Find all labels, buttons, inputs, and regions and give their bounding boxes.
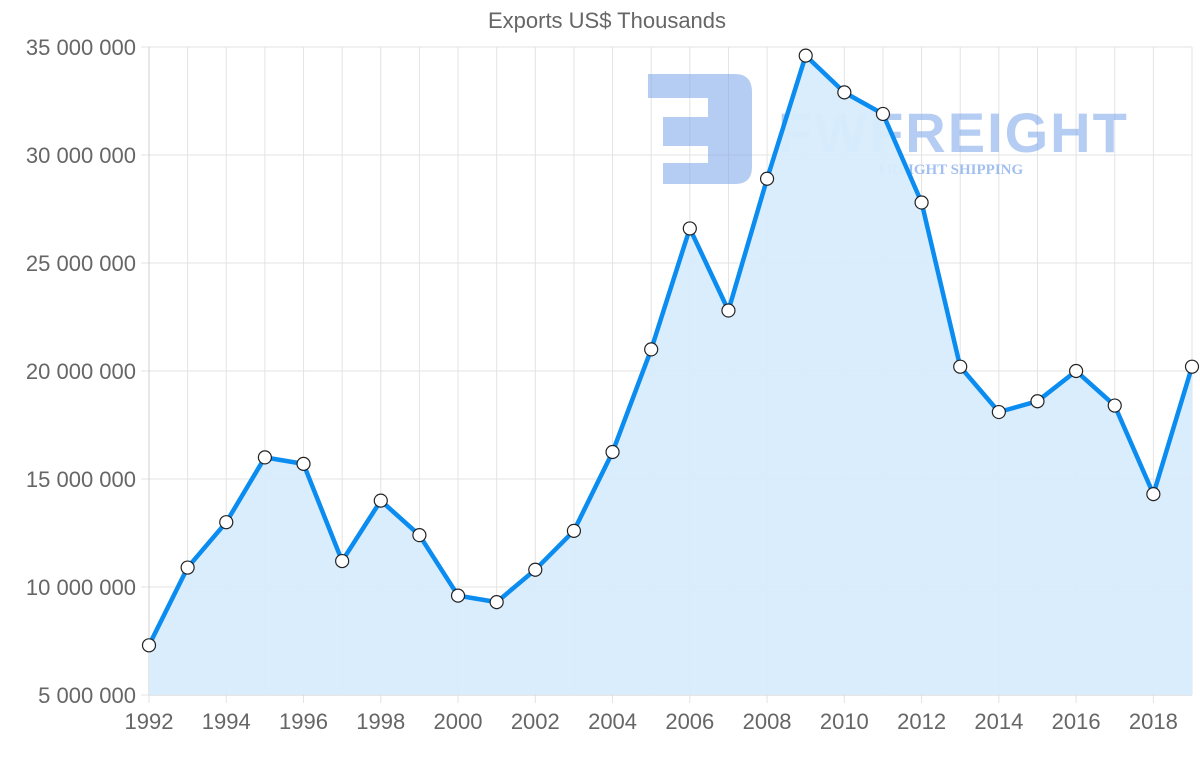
- logo-icon: [648, 74, 752, 184]
- data-point[interactable]: [450, 588, 466, 603]
- x-tick-label: 1996: [279, 709, 328, 734]
- data-point[interactable]: [682, 221, 697, 236]
- x-tick-label: 2012: [897, 709, 946, 734]
- data-point[interactable]: [1184, 359, 1200, 374]
- watermark-tagline: FREIGHT SHIPPING: [878, 162, 1023, 178]
- data-point[interactable]: [914, 195, 929, 210]
- chart-title: Exports US$ Thousands: [487, 8, 727, 33]
- x-tick-label: 2006: [665, 709, 714, 734]
- x-tick-label: 1994: [202, 709, 251, 734]
- data-point[interactable]: [953, 359, 968, 374]
- x-tick-label: 1992: [125, 709, 174, 734]
- data-point[interactable]: [296, 456, 311, 471]
- data-line: [146, 53, 1195, 647]
- data-point[interactable]: [1030, 394, 1045, 409]
- data-point[interactable]: [528, 562, 543, 577]
- x-tick-label: 2018: [1129, 709, 1178, 734]
- x-tick-label: 2002: [511, 709, 560, 734]
- y-tick-label: 25 000 000: [26, 251, 136, 276]
- y-tick-label: 35 000 000: [26, 35, 136, 60]
- area-fill: [149, 55, 1192, 696]
- data-point[interactable]: [489, 595, 504, 610]
- data-point[interactable]: [875, 106, 891, 122]
- data-point[interactable]: [219, 515, 234, 530]
- data-point[interactable]: [141, 638, 157, 653]
- x-tick-label: 2016: [1052, 709, 1101, 734]
- data-point[interactable]: [798, 48, 813, 63]
- data-point[interactable]: [1069, 363, 1084, 379]
- data-point[interactable]: [335, 553, 350, 569]
- data-point[interactable]: [373, 493, 388, 508]
- data-point[interactable]: [1107, 398, 1122, 413]
- data-point[interactable]: [1146, 487, 1161, 502]
- data-point[interactable]: [180, 560, 195, 575]
- data-point[interactable]: [412, 528, 427, 543]
- y-axis: 5 000 000 10 000 000 15 000 000 20 000 000 2…: [26, 35, 136, 708]
- data-point[interactable]: [566, 523, 582, 538]
- data-point[interactable]: [759, 171, 775, 186]
- y-tick-label: 30 000 000: [26, 143, 136, 168]
- x-tick-label: 2010: [820, 709, 869, 734]
- data-point[interactable]: [644, 342, 659, 357]
- y-tick-label: 5 000 000: [38, 683, 136, 708]
- y-tick-label: 15 000 000: [26, 467, 136, 492]
- data-point[interactable]: [605, 444, 620, 460]
- x-tick-label: 2014: [974, 709, 1023, 734]
- y-tick-label: 20 000 000: [26, 359, 136, 384]
- x-tick-label: 1998: [356, 709, 405, 734]
- y-tick-label: 10 000 000: [26, 575, 136, 600]
- data-point[interactable]: [721, 303, 736, 318]
- x-axis: 1992 1994 1996 1998 2000 2002 2004 2006 2008 2010…: [125, 709, 1178, 734]
- data-points: [141, 48, 1200, 653]
- data-point[interactable]: [991, 404, 1006, 420]
- x-tick-label: 2004: [588, 709, 637, 734]
- x-tick-label: 2000: [434, 709, 483, 734]
- x-tick-label: 2008: [743, 709, 792, 734]
- data-point[interactable]: [257, 450, 272, 465]
- data-point[interactable]: [837, 85, 852, 100]
